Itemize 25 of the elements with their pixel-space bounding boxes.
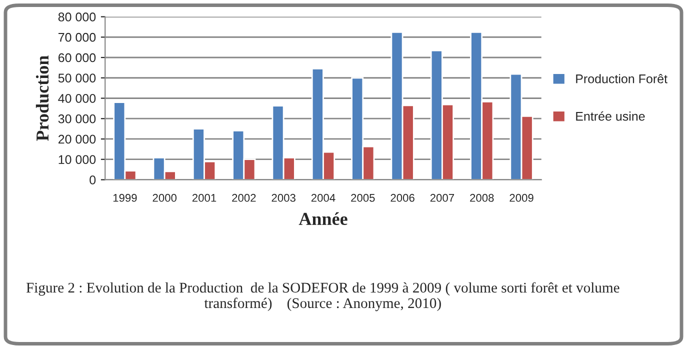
x-tick-label: 2009: [510, 194, 534, 202]
x-tick-label: 2007: [430, 194, 454, 202]
y-tick-label: 60 000: [58, 53, 96, 62]
x-tick-label: 2008: [470, 194, 494, 202]
legend-label: Production Forêt: [576, 74, 668, 84]
x-tick-label: 2003: [272, 194, 296, 202]
y-tick-label: 30 000: [58, 114, 96, 124]
y-tick-label: 20 000: [58, 134, 96, 144]
x-axis-title: Année: [298, 212, 348, 226]
x-tick-label: 2004: [311, 194, 336, 202]
y-tick-label: 50 000: [58, 74, 96, 83]
x-tick-label: 1999: [113, 194, 137, 202]
x-tick-label: 2002: [232, 194, 256, 202]
y-axis-title: Production: [36, 56, 49, 141]
x-tick-label: 2000: [152, 194, 177, 202]
y-tick-label: 80 000: [58, 12, 96, 22]
y-tick-label: 0: [90, 176, 96, 184]
y-tick-label: 70 000: [58, 32, 96, 42]
x-tick-label: 2001: [192, 194, 216, 202]
x-tick-label: 2005: [351, 194, 375, 202]
x-tick-label: 2006: [390, 194, 414, 202]
legend-label: Entrée usine: [576, 111, 645, 121]
y-tick-label: 40 000: [58, 94, 96, 103]
caption: Figure 2 : Evolution de la Production de la SODEFOR de 1999 à 2009 ( volume sorti forêt et volume transformé) (Source : Anonyme, 2010): [26, 282, 620, 312]
y-tick-label: 10 000: [58, 155, 96, 164]
